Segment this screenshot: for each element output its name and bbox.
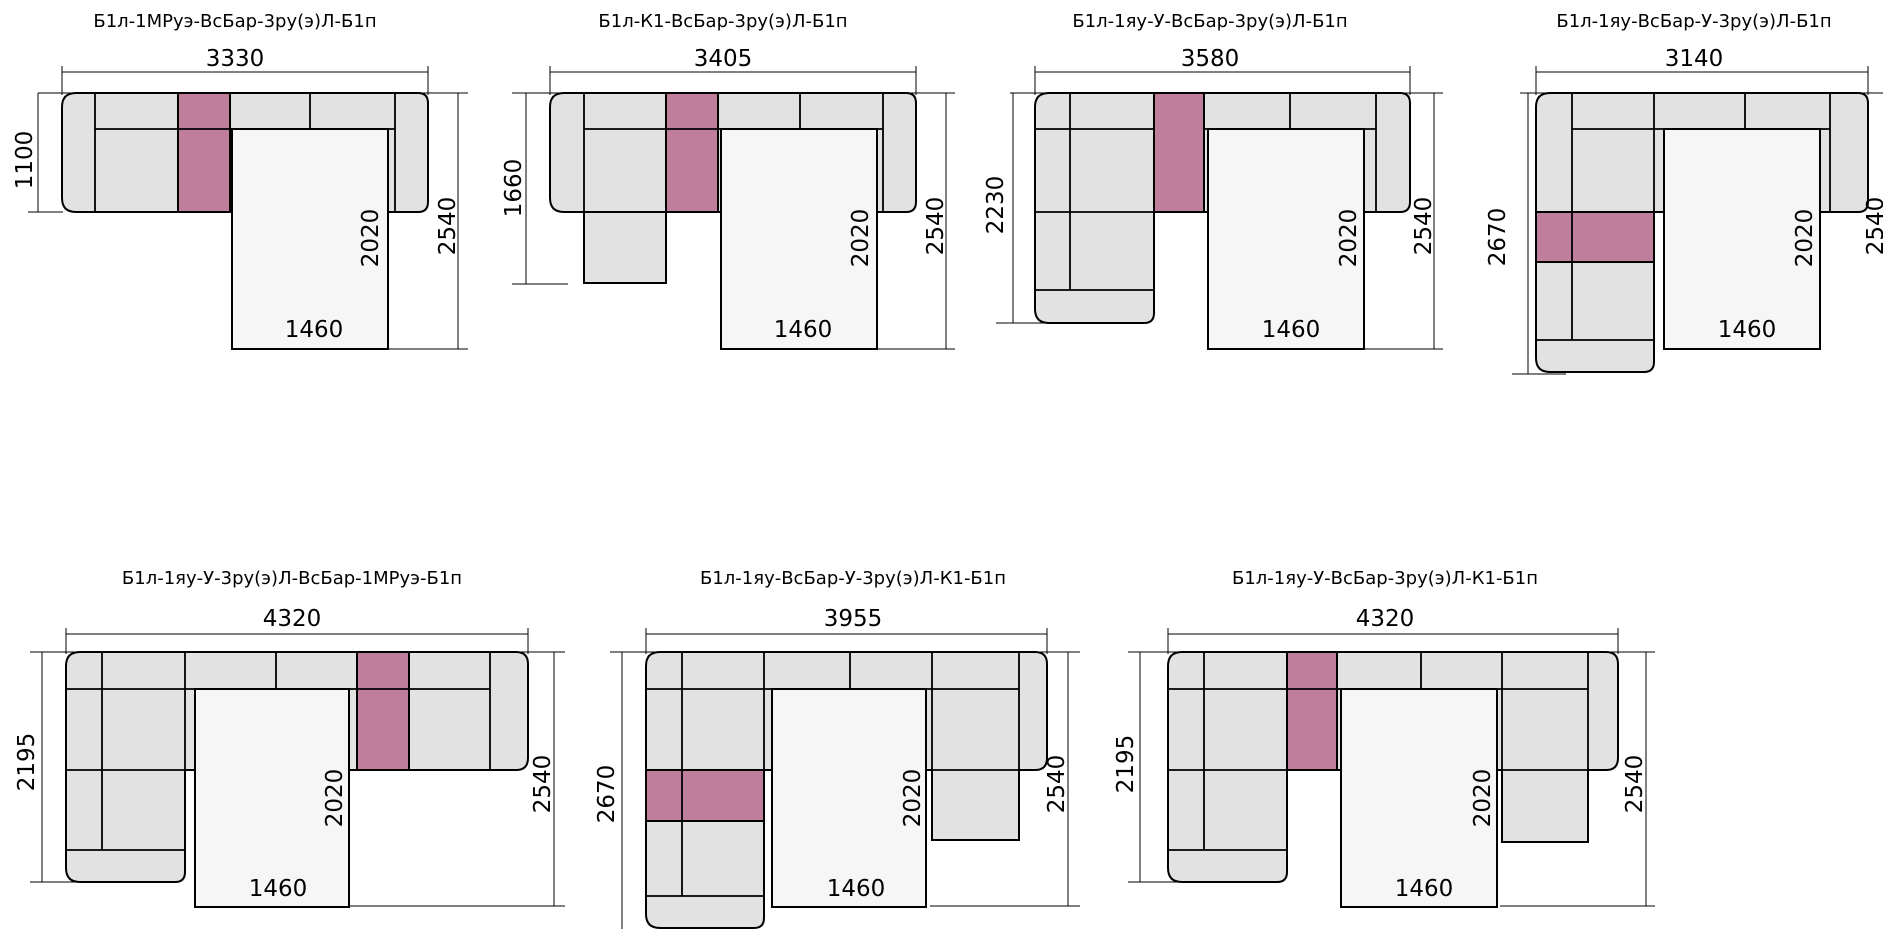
bed-area: [1207, 128, 1365, 350]
layout-diagram-6: Б1л-1яу-ВсБар-У-3ру(э)Л-К1-Б1п 3955 1460…: [594, 568, 1080, 929]
bed-area: [231, 128, 389, 350]
sofa-module: [645, 651, 1048, 929]
bed-area: [1340, 688, 1498, 908]
bed-length-dimension: 2020: [322, 769, 348, 828]
width-dimension: 4320: [1356, 606, 1415, 632]
left-height-dimension: 1100: [12, 131, 38, 190]
left-height-dimension: 2195: [14, 733, 40, 792]
left-height-dimension: 2670: [1485, 208, 1511, 267]
highlight-module: [665, 92, 719, 213]
right-height-dimension: 2540: [1863, 197, 1883, 256]
bed-width-dimension: 1460: [1395, 876, 1454, 902]
bed-area: [1663, 128, 1821, 350]
layout-diagram-3: Б1л-1яу-У-ВсБар-3ру(э)Л-Б1п 3580 1460 20…: [983, 11, 1443, 350]
layout-title: Б1л-1яу-У-ВсБар-3ру(э)Л-К1-Б1п: [1232, 568, 1538, 589]
layout-title: Б1л-1яу-У-ВсБар-3ру(э)Л-Б1п: [1072, 11, 1347, 32]
left-height-dimension: 1660: [501, 159, 527, 218]
bed-length-dimension: 2020: [848, 209, 874, 268]
layout-diagram-7: Б1л-1яу-У-ВсБар-3ру(э)Л-К1-Б1п 4320 1460…: [1113, 568, 1655, 908]
bed-width-dimension: 1460: [1262, 317, 1321, 343]
right-height-dimension: 2540: [530, 755, 556, 814]
layout-title: Б1л-1яу-ВсБар-У-3ру(э)Л-Б1п: [1556, 11, 1831, 32]
highlight-module: [645, 769, 765, 822]
bed-width-dimension: 1460: [827, 876, 886, 902]
bed-length-dimension: 2020: [358, 209, 384, 268]
bed-width-dimension: 1460: [1718, 317, 1777, 343]
bed-width-dimension: 1460: [285, 317, 344, 343]
right-height-dimension: 2540: [923, 197, 949, 256]
highlight-module: [1286, 651, 1338, 771]
width-dimension: 4320: [263, 606, 322, 632]
left-height-dimension: 2670: [594, 765, 620, 824]
layout-title: Б1л-К1-ВсБар-3ру(э)Л-Б1п: [598, 11, 847, 32]
bed-length-dimension: 2020: [900, 769, 926, 828]
bed-width-dimension: 1460: [249, 876, 308, 902]
highlight-module: [1535, 211, 1655, 263]
left-height-dimension: 2230: [983, 176, 1009, 235]
layout-title: Б1л-1яу-У-3ру(э)Л-ВсБар-1МРуэ-Б1п: [122, 568, 462, 589]
highlight-module: [177, 92, 231, 213]
right-height-dimension: 2540: [1411, 197, 1437, 256]
layout-diagram-2: Б1л-К1-ВсБар-3ру(э)Л-Б1п 3405 1460 2020 …: [501, 11, 955, 350]
width-dimension: 3955: [824, 606, 883, 632]
layout-diagram-5: Б1л-1яу-У-3ру(э)Л-ВсБар-1МРуэ-Б1п 4320 1…: [14, 568, 565, 908]
width-dimension: 3330: [206, 46, 265, 72]
right-height-dimension: 2540: [435, 197, 461, 256]
left-height-dimension: 2195: [1113, 735, 1139, 794]
bed-width-dimension: 1460: [774, 317, 833, 343]
highlight-module: [356, 651, 410, 771]
layout-title: Б1л-1яу-ВсБар-У-3ру(э)Л-К1-Б1п: [700, 568, 1006, 589]
right-height-dimension: 2540: [1044, 755, 1070, 814]
highlight-module: [1153, 92, 1205, 213]
layout-title: Б1л-1МРуэ-ВсБар-3ру(э)Л-Б1п: [93, 11, 376, 32]
bed-length-dimension: 2020: [1336, 209, 1362, 268]
bed-length-dimension: 2020: [1470, 769, 1496, 828]
bed-area: [771, 688, 927, 908]
width-dimension: 3580: [1181, 46, 1240, 72]
width-dimension: 3405: [694, 46, 753, 72]
bed-area: [194, 688, 350, 908]
layout-diagram-1: Б1л-1МРуэ-ВсБар-3ру(э)Л-Б1п 3330 1460 20…: [12, 11, 468, 350]
bed-area: [720, 128, 878, 350]
right-height-dimension: 2540: [1622, 755, 1648, 814]
width-dimension: 3140: [1665, 46, 1724, 72]
bed-length-dimension: 2020: [1792, 209, 1818, 268]
layout-diagram-4: Б1л-1яу-ВсБар-У-3ру(э)Л-Б1п 3140 1460 20…: [1485, 11, 1883, 375]
sofa-module: [583, 211, 667, 284]
